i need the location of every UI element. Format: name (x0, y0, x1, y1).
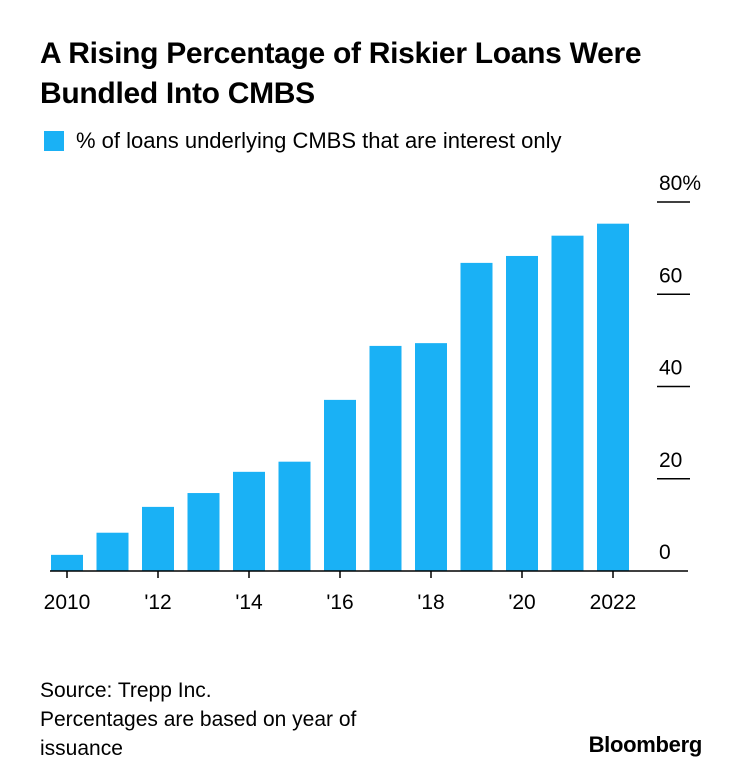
x-tick-label-2014: '14 (235, 591, 263, 614)
y-tick-label-0: 0 (659, 541, 671, 564)
x-tick-label-2018: '18 (417, 591, 444, 614)
footer: Source: Trepp Inc. Percentages are based… (40, 676, 356, 763)
bar-2018 (415, 343, 447, 571)
y-tick-label-60: 60 (659, 264, 682, 287)
bar-2014 (233, 471, 265, 571)
bar-2010 (51, 554, 83, 571)
legend-label: % of loans underlying CMBS that are inte… (76, 128, 562, 153)
bar-2019 (460, 262, 493, 571)
bar-2022 (597, 223, 629, 571)
issuance-note-line-1: Percentages are based on year of (40, 708, 357, 731)
x-tick-label-2010: 2010 (44, 591, 91, 614)
bar-chart: 0 20 40 60 80% 2010 '12 '14 '16 '18 '20 2022 (44, 172, 701, 614)
x-axis: 2010 '12 '14 '16 '18 '20 2022 (44, 570, 688, 614)
source-note: Source: Trepp Inc. (40, 679, 212, 702)
x-tick-label-2020: '20 (508, 591, 535, 614)
y-axis: 0 20 40 60 80% (657, 172, 701, 564)
legend-swatch (44, 131, 64, 151)
bloomberg-logo: Bloomberg (588, 732, 703, 757)
y-tick-label-80: 80% (659, 172, 701, 195)
chart-title: A Rising Percentage of Riskier Loans Wer… (40, 37, 642, 110)
bar-2013 (187, 493, 220, 571)
bar-2021 (551, 235, 584, 571)
bar-2020 (506, 255, 538, 571)
bar-2012 (142, 506, 174, 571)
bar-2017 (369, 345, 402, 571)
y-tick-label-20: 20 (659, 449, 682, 472)
bar-2016 (324, 399, 356, 571)
x-tick-label-2016: '16 (326, 591, 353, 614)
x-tick-label-2012: '12 (144, 591, 171, 614)
x-tick-label-2022: 2022 (590, 591, 637, 614)
bars-group (51, 223, 629, 571)
bar-2015 (278, 461, 311, 571)
issuance-note-line-2: issuance (40, 737, 123, 760)
bar-2011 (96, 532, 129, 571)
y-tick-label-40: 40 (659, 357, 682, 380)
legend: % of loans underlying CMBS that are inte… (44, 128, 561, 154)
